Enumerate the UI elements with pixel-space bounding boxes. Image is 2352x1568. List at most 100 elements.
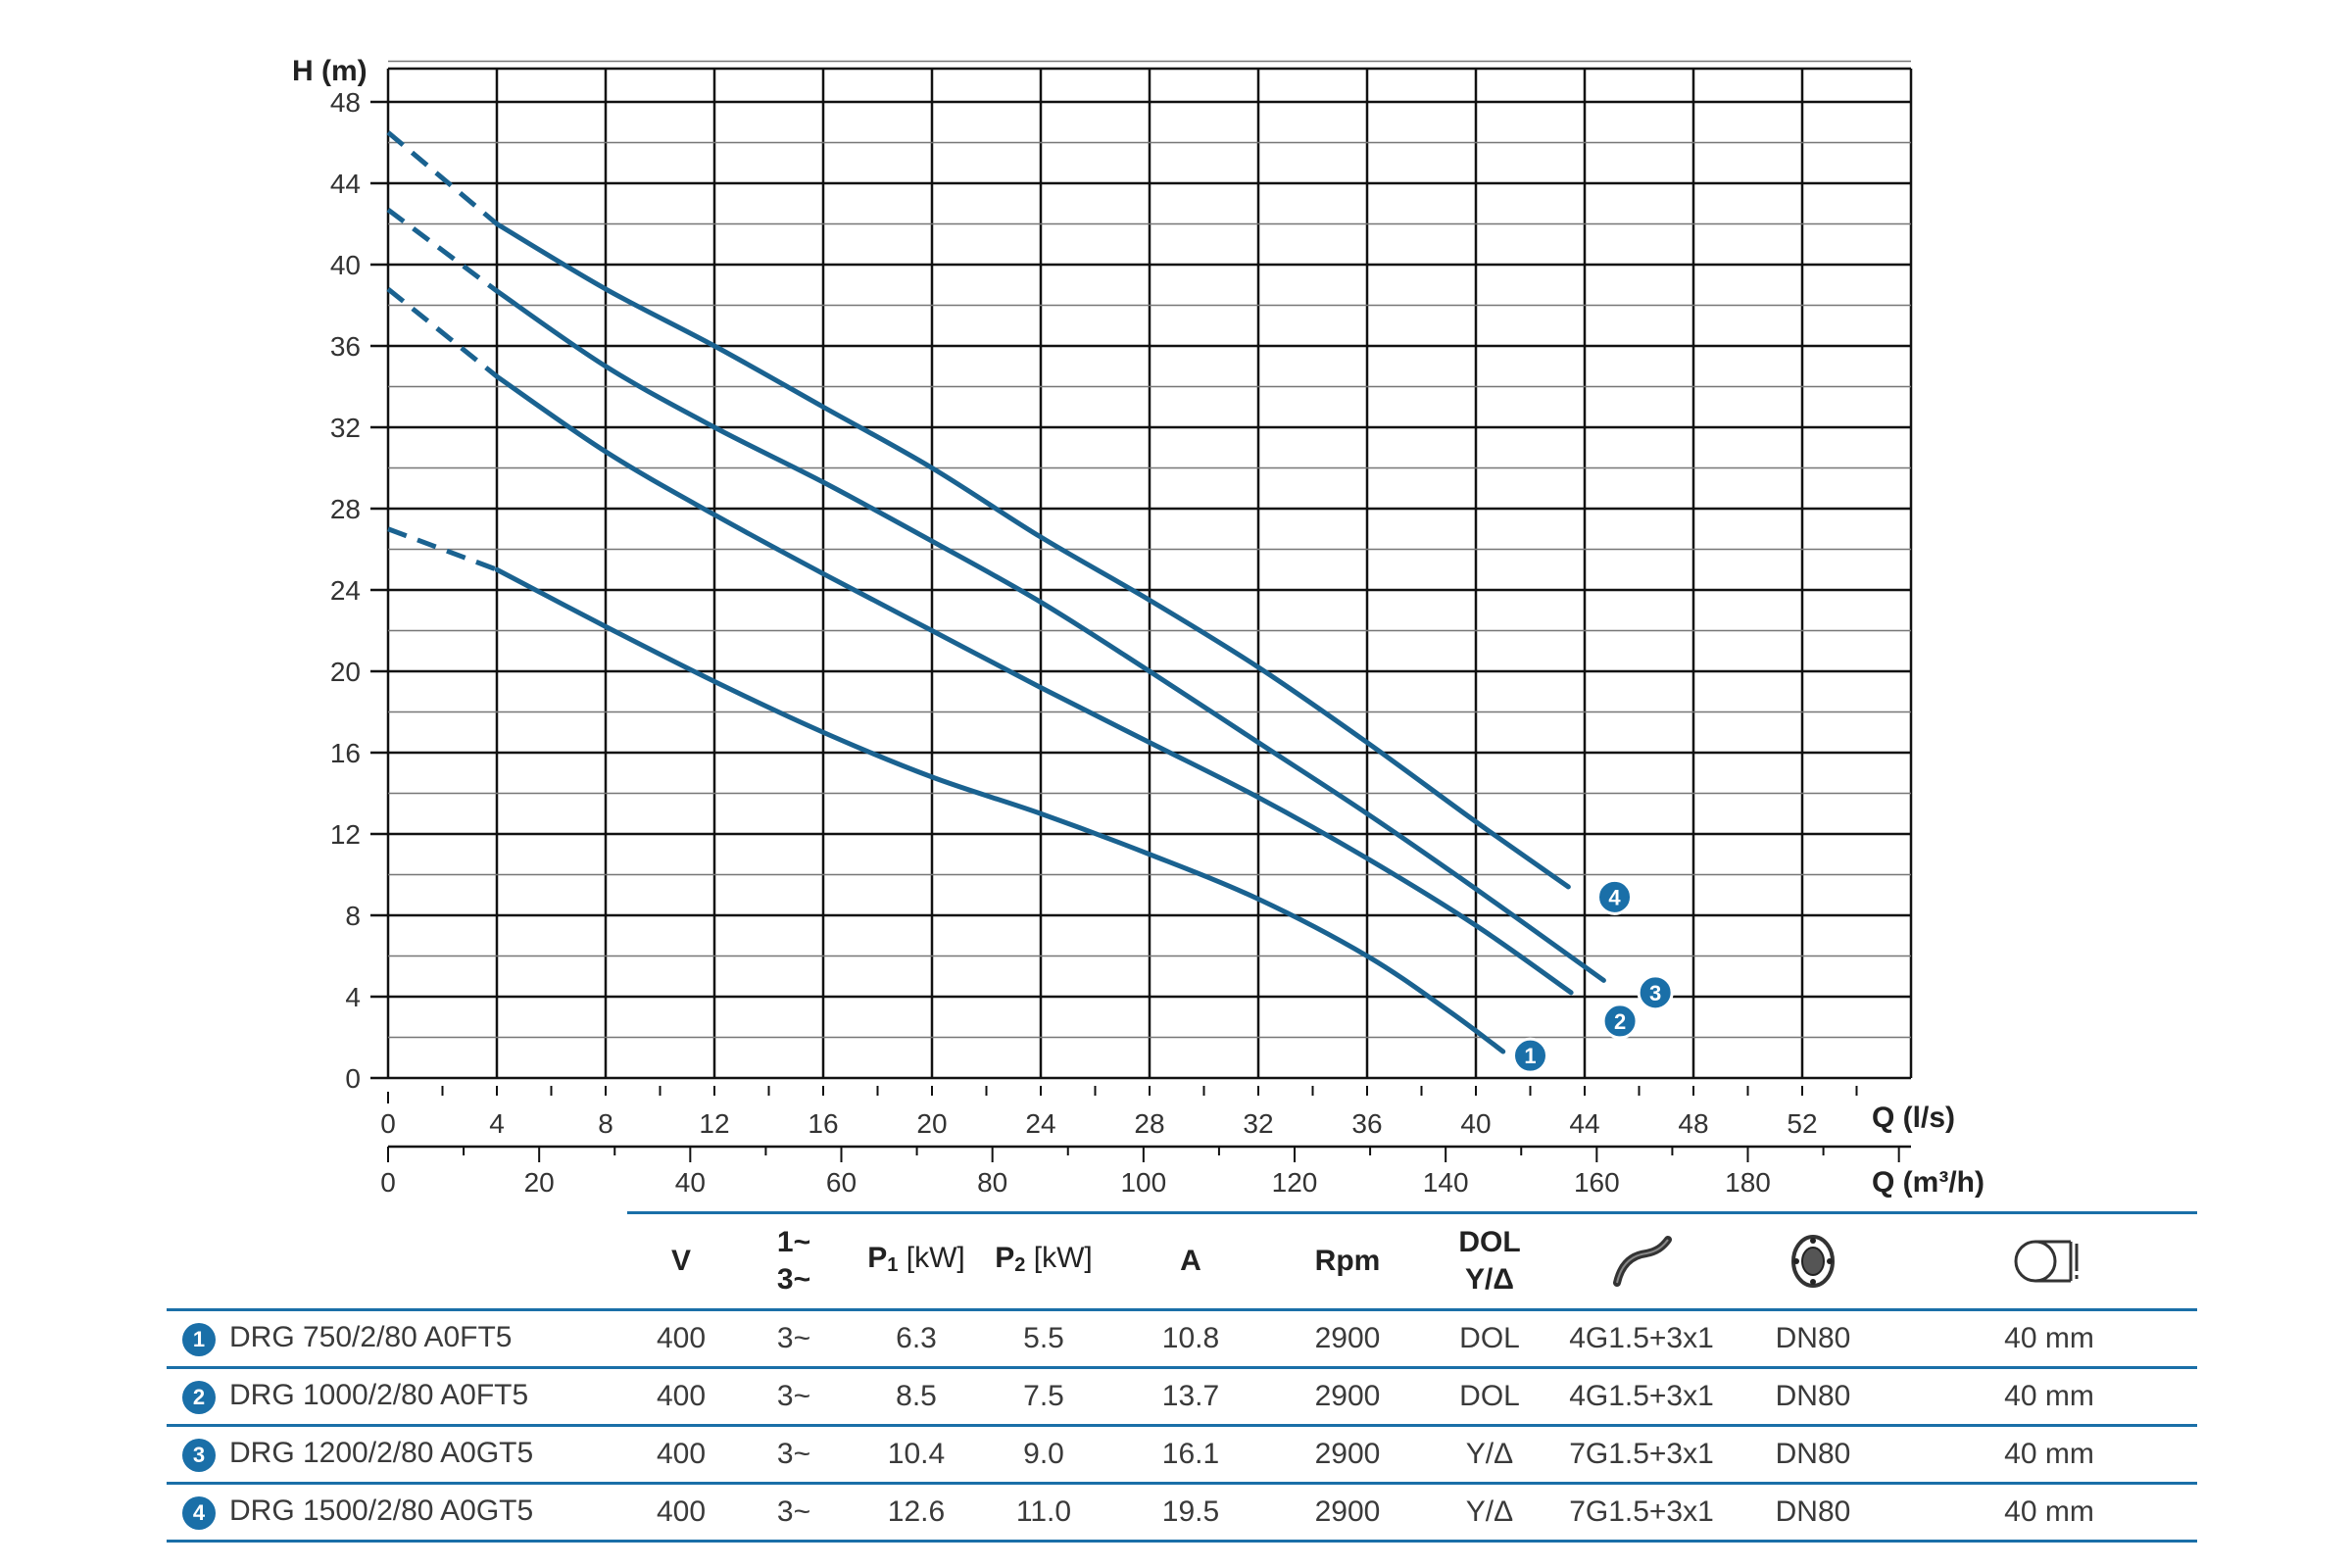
p1-cell: 8.5 <box>853 1367 980 1427</box>
row-number-badge: 1 <box>182 1322 216 1356</box>
model-name: DRG 750/2/80 A0FT5 <box>229 1321 513 1354</box>
curve-badge-1: 1 <box>1512 1037 1548 1074</box>
curve-badge-4: 4 <box>1596 878 1634 915</box>
phase-cell: 3~ <box>735 1483 853 1543</box>
model-name: DRG 1200/2/80 A0GT5 <box>229 1437 534 1470</box>
x2-tick-label: 100 <box>1120 1167 1166 1198</box>
model-cell: 3 DRG 1200/2/80 A0GT5 <box>167 1425 627 1485</box>
curve-badge-3: 3 <box>1637 974 1674 1011</box>
current-cell: 13.7 <box>1107 1367 1274 1427</box>
rpm-cell: 2900 <box>1274 1367 1421 1427</box>
x-tick-label: 52 <box>1787 1108 1817 1139</box>
model-name: DRG 1000/2/80 A0FT5 <box>229 1379 529 1412</box>
pump-spec-table: V 1~ 3~ P1 [kW] P2 [kW] A Rpm DOL Y/Δ <box>167 1211 2197 1543</box>
curve-badge-label: 2 <box>1614 1009 1626 1034</box>
x2-tick-label: 180 <box>1725 1167 1771 1198</box>
p1-header-sub: 1 <box>887 1253 899 1276</box>
x-tick-label: 44 <box>1569 1108 1599 1139</box>
p1-cell: 10.4 <box>853 1425 980 1485</box>
rpm-cell: 2900 <box>1274 1483 1421 1543</box>
row-number-badge: 4 <box>182 1495 216 1530</box>
p2-cell: 9.0 <box>980 1425 1107 1485</box>
voltage-cell: 400 <box>627 1367 735 1427</box>
flange-cell: DN80 <box>1725 1425 1901 1485</box>
current-cell: 19.5 <box>1107 1483 1274 1543</box>
model-header <box>167 1212 627 1311</box>
p2-cell: 11.0 <box>980 1483 1107 1543</box>
y-tick-label: 28 <box>330 494 361 524</box>
x2-tick-label: 140 <box>1423 1167 1469 1198</box>
rpm-header: Rpm <box>1274 1211 1421 1311</box>
series-4-line <box>494 221 1571 890</box>
solid-passage-icon <box>2014 1240 2079 1283</box>
cable-icon <box>1613 1236 1672 1287</box>
p2-header-unit: [kW] <box>1025 1241 1093 1274</box>
x-tick-label: 36 <box>1351 1108 1382 1139</box>
y-tick-label: 4 <box>345 982 361 1012</box>
p1-header-unit: [kW] <box>898 1241 965 1274</box>
p1-cell: 6.3 <box>853 1309 980 1369</box>
table-row: 1 DRG 750/2/80 A0FT5 400 3~ 6.3 5.5 10.8 2900 DO… <box>167 1309 2197 1369</box>
x-tick-label: 12 <box>699 1108 729 1139</box>
x2-tick-label: 40 <box>675 1167 706 1198</box>
y-axis-label: H (m) <box>292 55 368 87</box>
series-2-extrapolated-segment <box>386 286 499 379</box>
phase-cell: 3~ <box>735 1367 853 1427</box>
y-tick-label: 16 <box>330 738 361 768</box>
p1-header: P1 [kW] <box>853 1211 980 1311</box>
x2-tick-label: 120 <box>1272 1167 1318 1198</box>
model-cell: 4 DRG 1500/2/80 A0GT5 <box>167 1483 627 1543</box>
y-tick-label: 48 <box>330 87 361 118</box>
chart-series <box>386 130 1606 1054</box>
current-header: A <box>1107 1211 1274 1311</box>
passage-cell: 40 mm <box>1901 1425 2197 1485</box>
model-name: DRG 1500/2/80 A0GT5 <box>229 1494 534 1528</box>
curve-badge-circle <box>1637 974 1674 1011</box>
x-tick-label: 16 <box>808 1108 838 1139</box>
start-header: DOL Y/Δ <box>1421 1211 1558 1311</box>
y-tick-label: 12 <box>330 819 361 850</box>
table-row: 2 DRG 1000/2/80 A0FT5 400 3~ 8.5 7.5 13.7 2900 D… <box>167 1367 2197 1427</box>
curve-badge-circle <box>1512 1037 1548 1074</box>
x2-tick-label: 0 <box>380 1167 396 1198</box>
x-tick-label: 4 <box>489 1108 505 1139</box>
series-2-line <box>494 373 1574 996</box>
phase-cell: 3~ <box>735 1425 853 1485</box>
start-cell: DOL <box>1421 1367 1558 1427</box>
p1-cell: 12.6 <box>853 1483 980 1543</box>
phase-header-top: 1~ <box>776 1226 811 1258</box>
series-2 <box>386 286 1574 996</box>
passage-cell: 40 mm <box>1901 1483 2197 1543</box>
y-tick-label: 24 <box>330 575 361 606</box>
current-cell: 16.1 <box>1107 1425 1274 1485</box>
p2-header-main: P <box>995 1241 1015 1274</box>
flange-header <box>1725 1211 1901 1311</box>
model-cell: 1 DRG 750/2/80 A0FT5 <box>167 1309 627 1369</box>
row-number-badge: 2 <box>182 1380 216 1414</box>
x2-tick-label: 160 <box>1574 1167 1620 1198</box>
x2-tick-label: 20 <box>524 1167 555 1198</box>
passage-cell: 40 mm <box>1901 1367 2197 1427</box>
x-tick-label: 32 <box>1243 1108 1273 1139</box>
current-cell: 10.8 <box>1107 1309 1274 1369</box>
curve-badge-label: 1 <box>1524 1044 1536 1068</box>
series-3-line <box>494 288 1606 983</box>
passage-cell: 40 mm <box>1901 1309 2197 1369</box>
start-header-bottom: Y/Δ <box>1465 1263 1514 1296</box>
cable-cell: 4G1.5+3x1 <box>1558 1367 1725 1427</box>
flange-cell: DN80 <box>1725 1309 1901 1369</box>
x-tick-label: 8 <box>598 1108 613 1139</box>
p2-cell: 7.5 <box>980 1367 1107 1427</box>
y-tick-label: 40 <box>330 250 361 280</box>
p2-header: P2 [kW] <box>980 1211 1107 1311</box>
chart-badges: 1 23 4 <box>1512 878 1674 1074</box>
start-cell: DOL <box>1421 1309 1558 1369</box>
cable-cell: 7G1.5+3x1 <box>1558 1425 1725 1485</box>
y-tick-label: 36 <box>330 331 361 362</box>
y-tick-label: 0 <box>345 1063 361 1094</box>
rpm-cell: 2900 <box>1274 1309 1421 1369</box>
series-4 <box>386 130 1571 890</box>
table-header-row: V 1~ 3~ P1 [kW] P2 [kW] A Rpm DOL Y/Δ <box>167 1211 2197 1311</box>
